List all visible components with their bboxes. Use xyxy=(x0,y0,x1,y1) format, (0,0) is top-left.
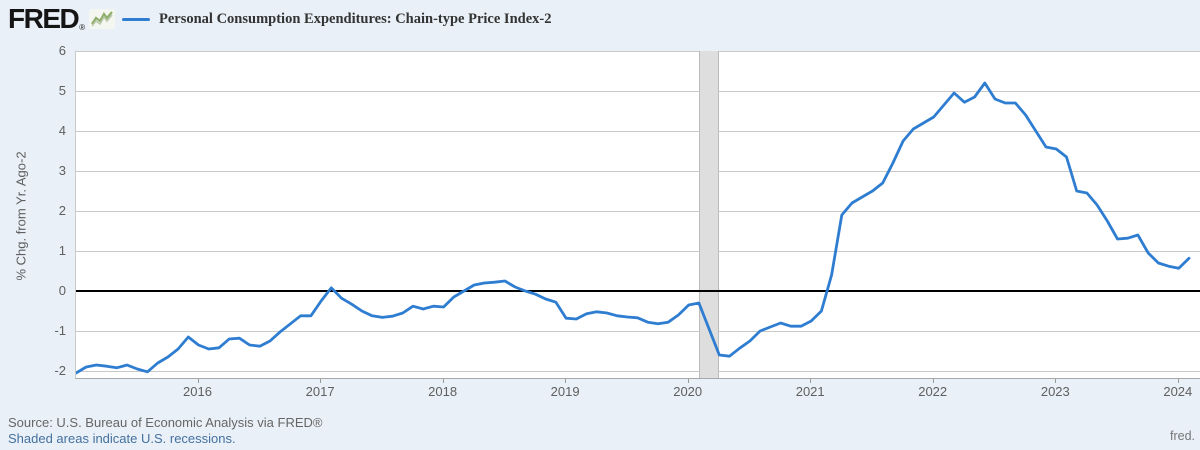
chart-legend: Personal Consumption Expenditures: Chain… xyxy=(122,11,551,28)
x-axis-tick xyxy=(320,379,322,383)
gridline xyxy=(76,371,1200,372)
source-note: Source: U.S. Bureau of Economic Analysis… xyxy=(8,415,323,430)
zero-line xyxy=(76,290,1200,292)
recession-band xyxy=(698,51,720,378)
y-axis-tick-label: 1 xyxy=(58,243,66,258)
x-axis-tick xyxy=(810,379,812,383)
y-axis-tick-label: 4 xyxy=(58,123,66,138)
gridline xyxy=(76,251,1200,252)
x-axis-tick-label: 2023 xyxy=(1040,384,1070,399)
fred-logo-registered: ® xyxy=(79,23,86,32)
x-axis-tick-label: 2019 xyxy=(550,384,580,399)
gridline xyxy=(76,131,1200,132)
fred-logo[interactable]: FRED ® xyxy=(8,3,116,34)
legend-line-swatch xyxy=(122,18,150,21)
y-axis-tick-label: 3 xyxy=(58,163,66,178)
y-axis-tick-label: -1 xyxy=(54,323,66,338)
gridline xyxy=(76,171,1200,172)
y-axis-tick-label: 6 xyxy=(58,43,66,58)
fred-watermark[interactable]: fred. xyxy=(1169,429,1195,443)
x-axis-tick xyxy=(442,379,444,383)
x-axis-tick-label: 2020 xyxy=(673,384,703,399)
x-axis-tick xyxy=(565,379,567,383)
y-axis-tick-label: 2 xyxy=(58,203,66,218)
y-axis-tick-label: 5 xyxy=(58,83,66,98)
gridline xyxy=(76,51,1200,52)
series-line-pce xyxy=(76,81,1191,375)
recession-note-link[interactable]: Shaded areas indicate U.S. recessions. xyxy=(8,431,236,446)
x-axis-tick-label: 2021 xyxy=(795,384,825,399)
x-axis-tick xyxy=(1055,379,1057,383)
legend-series-label[interactable]: Personal Consumption Expenditures: Chain… xyxy=(159,11,552,27)
x-axis-tick xyxy=(197,379,199,383)
fred-logo-text: FRED xyxy=(8,3,80,34)
y-axis-tick-label: 0 xyxy=(58,283,66,298)
x-axis-tick xyxy=(1177,379,1179,383)
x-axis-tick-label: 2017 xyxy=(305,384,335,399)
x-axis-tick-label: 2024 xyxy=(1163,384,1193,399)
gridline xyxy=(76,331,1200,332)
gridline xyxy=(76,91,1200,92)
x-axis-tick xyxy=(932,379,934,383)
y-axis-title: % Chg. from Yr. Ago-2 xyxy=(13,151,29,281)
plot-area[interactable] xyxy=(75,51,1200,379)
gridline xyxy=(76,211,1200,212)
y-axis-tick-label: -2 xyxy=(54,363,66,378)
x-axis-tick-label: 2022 xyxy=(918,384,948,399)
x-axis-tick-label: 2016 xyxy=(183,384,212,399)
x-axis-tick xyxy=(687,379,689,383)
x-axis-tick-label: 2018 xyxy=(428,384,458,399)
sparkline-icon xyxy=(89,9,116,29)
